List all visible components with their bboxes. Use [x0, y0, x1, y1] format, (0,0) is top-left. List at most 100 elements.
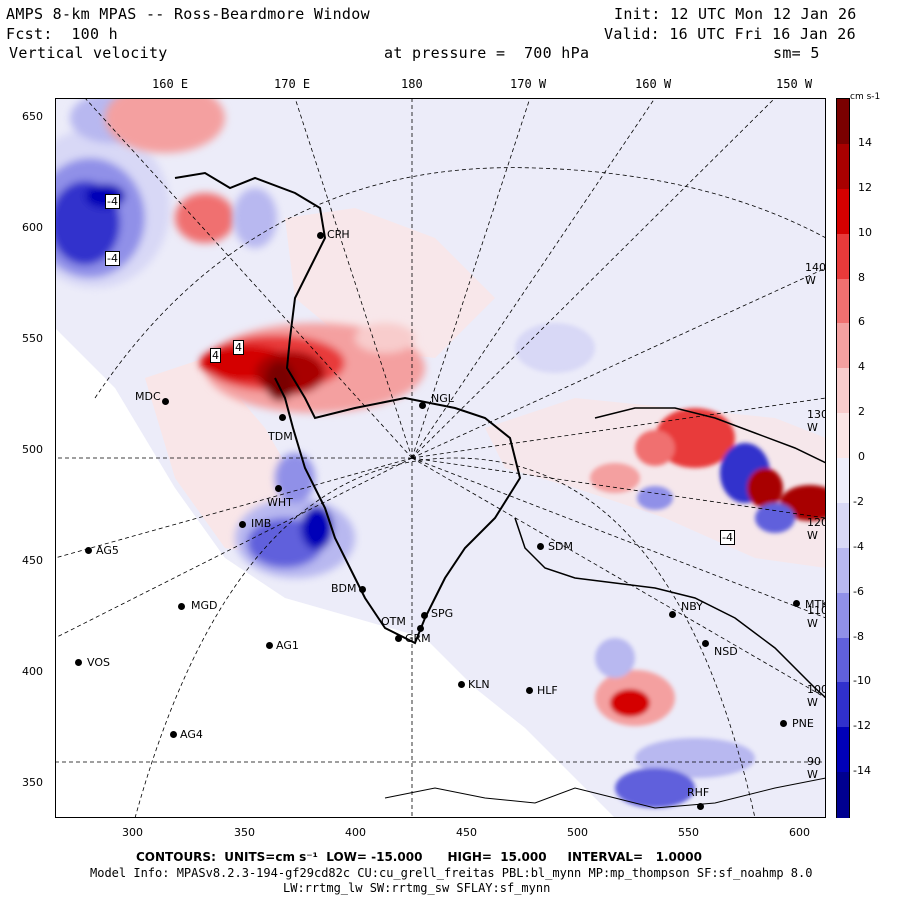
y-tick: 450: [22, 554, 43, 567]
station-label: MDC: [135, 390, 161, 403]
colorbar-label: -14: [853, 764, 871, 778]
map-svg: [55, 98, 826, 818]
contour-label: 4: [210, 348, 221, 363]
colorbar-swatch: [837, 547, 849, 594]
colorbar-swatch: [837, 368, 849, 415]
colorbar-label: 8: [858, 270, 865, 284]
lon-label: 110 W: [807, 604, 826, 630]
graticule: [55, 98, 826, 818]
colorbar: [836, 98, 850, 818]
y-tick: 650: [22, 110, 43, 123]
colorbar-label: 12: [858, 180, 872, 194]
x-tick: 450: [456, 826, 477, 839]
lon-label: 100 W: [807, 683, 826, 709]
lon-label: 90 W: [807, 755, 821, 781]
contour: [384, 777, 826, 809]
y-tick: 600: [22, 221, 43, 234]
station-label: NGL: [431, 392, 454, 405]
y-tick: 500: [22, 443, 43, 456]
station-label: VOS: [87, 656, 110, 669]
y-tick: 400: [22, 665, 43, 678]
lon-label: 150 W: [776, 77, 813, 91]
x-tick: 400: [345, 826, 366, 839]
lon-label: 160 W: [635, 77, 672, 91]
forecast-hour: Fcst: 100 h: [6, 25, 118, 43]
colorbar-swatch: [837, 458, 849, 504]
station-label: TDM: [268, 430, 293, 443]
colorbar-label: -12: [853, 719, 871, 733]
y-tick: 550: [22, 332, 43, 345]
smoothing: sm= 5: [773, 44, 820, 62]
valid-time: Valid: 16 UTC Fri 16 Jan 26: [604, 25, 856, 43]
station-label: BDM: [331, 582, 357, 595]
colorbar-swatch: [837, 143, 849, 190]
lon-label: 130 W: [807, 408, 826, 434]
colorbar-units: cm s-1: [850, 92, 881, 102]
init-time: Init: 12 UTC Mon 12 Jan 26: [614, 5, 857, 23]
title: AMPS 8-km MPAS -- Ross-Beardmore Window: [6, 5, 370, 23]
station-label: PNE: [792, 717, 814, 730]
contour-label: 4: [233, 340, 244, 355]
station-label: WHT: [267, 496, 293, 509]
station-label: SPG: [431, 607, 454, 620]
field-name: Vertical velocity: [9, 44, 168, 62]
station-label: MGD: [191, 599, 218, 612]
colorbar-swatch: [837, 278, 849, 325]
lon-label: 160 E: [152, 77, 189, 91]
contour-label: -4: [105, 251, 120, 266]
coastline: [594, 407, 826, 464]
station-label: AG1: [276, 639, 299, 652]
colorbar-label: -4: [853, 539, 864, 553]
model-info: Model Info: MPASv8.2.3-194-gf29cd82c CU:…: [90, 866, 813, 880]
colorbar-swatch: [837, 188, 849, 235]
station-label: AG5: [96, 544, 119, 557]
station-label: NSD: [714, 645, 738, 658]
colorbar-swatch: [837, 413, 849, 459]
station-label: NBY: [681, 600, 703, 613]
colorbar-label: -8: [853, 629, 864, 643]
station-label: RHF: [687, 786, 710, 799]
station-label: OTM: [381, 615, 406, 628]
station-label: AG4: [180, 728, 203, 741]
colorbar-swatch: [837, 592, 849, 639]
weak-ascent-area: [485, 398, 826, 568]
colorbar-swatch: [837, 323, 849, 370]
map-plot: -4 -4 4 4 -4 140 W 130 W 120 W 110 W 100…: [55, 98, 826, 818]
colorbar-swatch: [837, 727, 849, 774]
lon-label: 140 W: [805, 261, 826, 287]
x-tick: 300: [122, 826, 143, 839]
colorbar-label: 6: [858, 315, 865, 329]
colorbar-label: -6: [853, 584, 864, 598]
contour-info: CONTOURS: UNITS=cm s⁻¹ LOW= -15.000 HIGH…: [136, 850, 702, 864]
colorbar-label: 10: [858, 225, 872, 239]
coastline: [514, 517, 826, 699]
colorbar-label: 14: [858, 135, 872, 149]
colorbar-swatch: [837, 99, 849, 145]
x-tick: 350: [234, 826, 255, 839]
colorbar-swatch: [837, 233, 849, 280]
x-tick: 600: [789, 826, 810, 839]
descent-cluster-south: [233, 188, 355, 578]
colorbar-label: -2: [853, 494, 864, 508]
lon-label: 120 W: [807, 516, 826, 542]
station-label: KLN: [468, 678, 490, 691]
colorbar-label: -10: [853, 674, 871, 688]
contour-label: -4: [720, 530, 735, 545]
no-data-region: [55, 328, 615, 818]
coastline: [174, 171, 522, 645]
mixed-cluster-east: [515, 323, 826, 808]
y-tick: 350: [22, 776, 43, 789]
weak-ascent-area: [285, 208, 495, 358]
lon-label: 170 E: [274, 77, 311, 91]
station-label: SDM: [548, 540, 573, 553]
colorbar-swatch: [837, 637, 849, 684]
station-label: MTK: [805, 598, 826, 611]
colorbar-label: 2: [858, 405, 865, 419]
pressure-level: at pressure = 700 hPa: [384, 44, 590, 62]
x-tick: 500: [567, 826, 588, 839]
station-label: IMB: [251, 517, 272, 530]
colorbar-swatch: [837, 682, 849, 729]
colorbar-label: 0: [858, 450, 865, 463]
lon-label: 180: [401, 77, 423, 91]
contour-label: -4: [105, 194, 120, 209]
